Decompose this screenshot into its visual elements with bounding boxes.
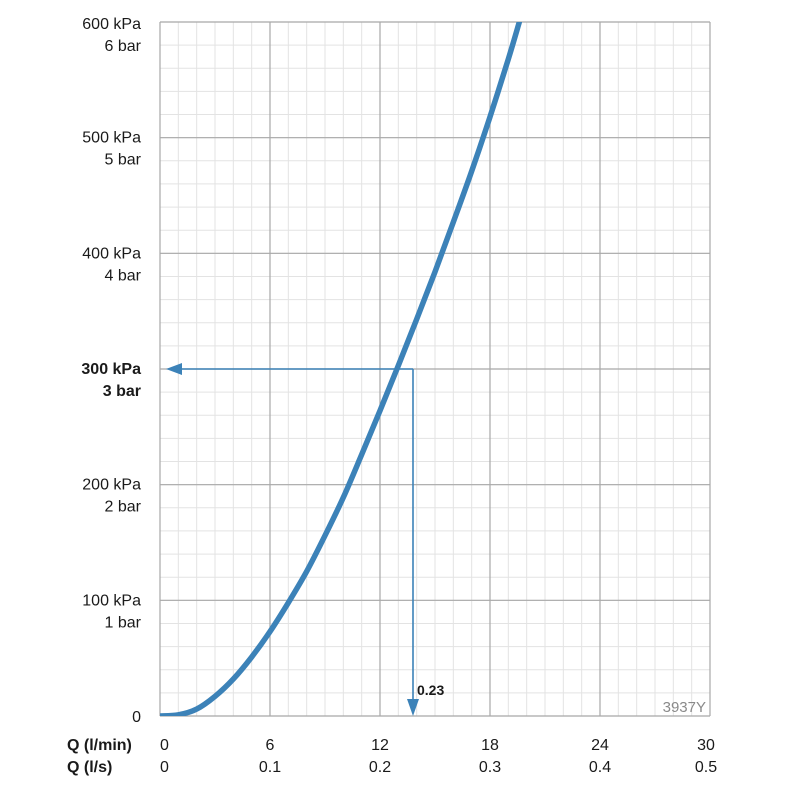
series-layer: [160, 22, 523, 716]
x-tick-label-lmin: 6: [266, 737, 275, 754]
x-tick-label-lmin: 12: [371, 737, 389, 754]
reading-guides: 0.23: [166, 363, 444, 716]
y-axis-labels: 0 100 kPa 1 bar 200 kPa 2 bar 300 kPa 3 bar 400…: [81, 16, 141, 726]
x-tick-label-lmin: 18: [481, 737, 499, 754]
y-tick-label-kpa: 300 kPa: [81, 361, 141, 378]
x-tick-label-ls: 0.5: [695, 759, 717, 776]
y-tick-label-kpa: 200 kPa: [82, 477, 141, 494]
x-tick-label-ls: 0.3: [479, 759, 501, 776]
flow-guide-arrowhead: [407, 699, 419, 716]
x-tick-label-ls: 0.1: [259, 759, 281, 776]
flow-pressure-curve: [160, 22, 523, 716]
x-tick-label-lmin: 0: [160, 737, 169, 754]
watermark-code: 3937Y: [663, 699, 706, 716]
flow-reading-label: 0.23: [417, 682, 444, 698]
x-tick-label-lmin: 30: [697, 737, 715, 754]
y-tick-label-bar: 6 bar: [105, 38, 142, 55]
y-tick-label-bar: 1 bar: [105, 614, 142, 631]
x-axis-secondary-label: Q (l/s): [67, 759, 112, 776]
y-tick-label-bar: 2 bar: [105, 499, 142, 516]
y-tick-label-kpa: 600 kPa: [82, 16, 141, 33]
y-tick-label-bar: 3 bar: [103, 383, 141, 400]
pressure-guide-arrowhead: [166, 363, 182, 375]
y-tick-label-bar: 4 bar: [105, 267, 142, 284]
x-tick-label-ls: 0: [160, 759, 169, 776]
y-tick-label-bar: 5 bar: [105, 152, 142, 169]
y-tick-label-kpa: 100 kPa: [82, 592, 141, 609]
y-tick-label: 0: [132, 709, 141, 726]
x-tick-label-lmin: 24: [591, 737, 609, 754]
x-tick-label-ls: 0.4: [589, 759, 611, 776]
y-tick-label-kpa: 500 kPa: [82, 130, 141, 147]
y-tick-label-kpa: 400 kPa: [82, 245, 141, 262]
x-axis-primary-label: Q (l/min): [67, 737, 132, 754]
x-axis-labels: 0 0 6 0.1 12 0.2 18 0.3 24 0.4 30 0.5: [160, 737, 717, 776]
x-tick-label-ls: 0.2: [369, 759, 391, 776]
